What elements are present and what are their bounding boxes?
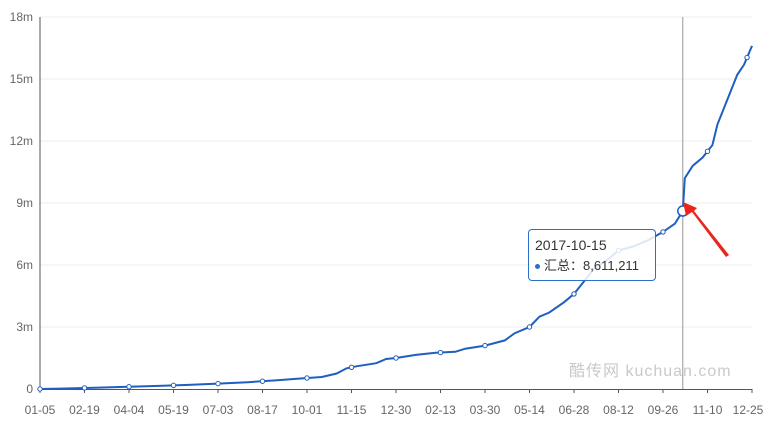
series-marker xyxy=(571,291,577,297)
x-tick-label: 02-13 xyxy=(425,403,456,417)
x-tick-label: 06-28 xyxy=(559,403,590,417)
series-marker xyxy=(170,382,177,389)
x-tick-label: 04-04 xyxy=(114,403,145,417)
x-tick-label: 09-26 xyxy=(648,403,679,417)
tooltip-series-dot xyxy=(535,264,540,270)
series-marker xyxy=(215,380,221,387)
series-marker xyxy=(526,324,533,330)
x-tick-label: 05-14 xyxy=(514,403,545,417)
x-tick-label: 02-19 xyxy=(69,403,100,417)
tooltip: 2017-10-15 汇总：8,611,211 xyxy=(528,229,656,281)
x-tick-label: 07-03 xyxy=(203,403,234,417)
red-arrow xyxy=(683,202,729,257)
series-marker xyxy=(304,375,310,381)
series-marker xyxy=(744,54,750,61)
y-tick-label: 9m xyxy=(16,196,33,210)
y-tick-label: 12m xyxy=(10,134,33,148)
x-tick-label: 11-15 xyxy=(337,403,367,417)
watermark: 酷传网 kuchuan.com xyxy=(569,362,732,380)
y-tick-label: 18m xyxy=(10,10,33,24)
series-marker xyxy=(704,148,711,155)
y-tick-label: 6m xyxy=(16,258,33,272)
grid-lines xyxy=(40,16,752,328)
tooltip-date: 2017-10-15 xyxy=(535,237,607,253)
x-tick-label: 01-05 xyxy=(25,403,56,417)
series-marker xyxy=(482,342,488,349)
series-line-total xyxy=(39,45,753,390)
y-tick-label: 3m xyxy=(16,320,33,334)
tooltip-row: 汇总：8,611,211 xyxy=(535,256,649,276)
series-marker xyxy=(37,386,43,392)
x-tick-label: 03-30 xyxy=(470,403,501,417)
tooltip-value: 8,611,211 xyxy=(583,258,639,273)
series-marker xyxy=(259,378,266,384)
series-marker xyxy=(126,384,132,390)
arrow-shape xyxy=(683,202,729,257)
tooltip-series-label: 汇总： xyxy=(544,258,584,273)
x-axis: 01-05 02-19 04-04 05-19 07-03 08-17 10-01 11-15… xyxy=(25,389,764,417)
series-marker xyxy=(81,385,88,391)
x-tick-label: 11-10 xyxy=(693,403,723,417)
x-tick-label: 12-30 xyxy=(381,403,412,417)
y-axis: 0 3m 6m 9m 12m 15m 18m xyxy=(10,10,41,396)
series-marker xyxy=(393,355,399,361)
series-marker xyxy=(660,229,666,235)
x-tick-label: 12-25 xyxy=(733,403,764,417)
series-markers xyxy=(37,54,750,392)
x-tick-label: 10-01 xyxy=(292,403,323,417)
y-tick-label: 15m xyxy=(10,72,33,86)
x-tick-label: 05-19 xyxy=(158,403,189,417)
series-marker xyxy=(437,349,444,356)
x-tick-label: 08-12 xyxy=(603,403,634,417)
series-marker xyxy=(348,364,355,370)
y-tick-label: 0 xyxy=(26,382,33,396)
x-tick-label: 08-17 xyxy=(247,403,278,417)
